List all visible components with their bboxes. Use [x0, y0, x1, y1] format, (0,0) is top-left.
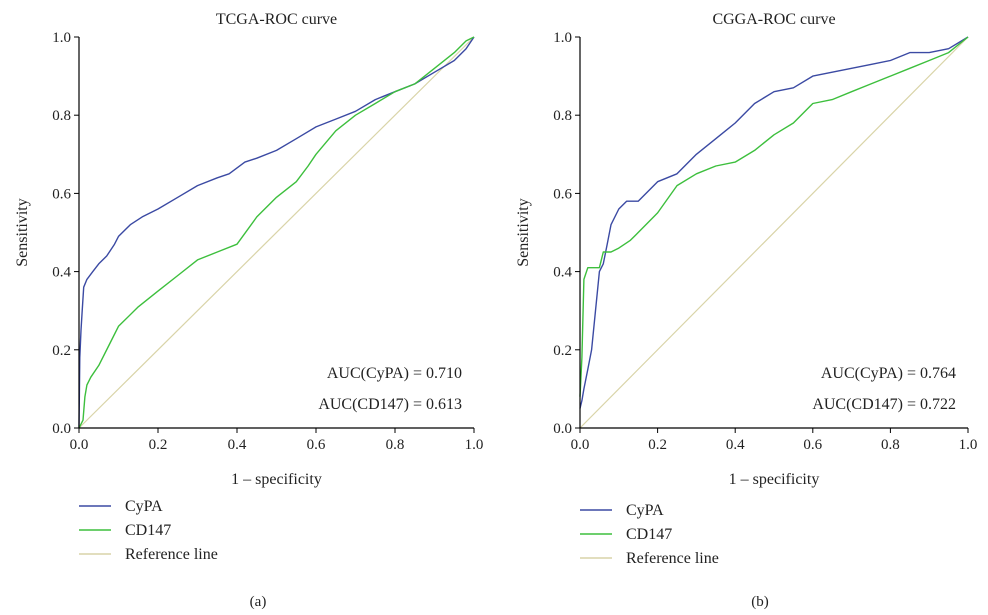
- cd147-roc-line: [579, 36, 969, 397]
- y-tick-label: 1.0: [553, 30, 572, 46]
- reference-line: [78, 36, 475, 429]
- reference-line: [579, 36, 969, 429]
- x-tick-label: 0.6: [307, 437, 326, 453]
- legend-label: CyPA: [626, 502, 664, 519]
- cd147-roc-line: [78, 36, 475, 429]
- x-axis-label: 1 – specificity: [729, 471, 820, 488]
- y-tick-label: 0.6: [553, 186, 572, 202]
- legend-label: CyPA: [125, 498, 163, 515]
- y-axis-label: Sensitivity: [515, 198, 532, 266]
- x-tick-label: 0.4: [228, 437, 247, 453]
- y-tick-label: 0.8: [553, 108, 572, 124]
- legend-label: Reference line: [626, 550, 719, 567]
- panel-label: (b): [751, 594, 769, 610]
- x-tick-label: 0.6: [803, 437, 822, 453]
- x-tick-label: 0.2: [648, 437, 667, 453]
- y-tick-label: 0.4: [553, 265, 572, 281]
- chart-title: TCGA-ROC curve: [216, 11, 337, 28]
- y-tick-label: 0.0: [52, 421, 71, 437]
- x-tick-label: 1.0: [465, 437, 484, 453]
- x-tick-label: 1.0: [959, 437, 978, 453]
- auc-annotation: AUC(CD147) = 0.613: [318, 396, 462, 413]
- y-tick-label: 0.8: [52, 108, 71, 124]
- panel-cgga: CGGA-ROC curve 0.0 0.2 0.4 0.6 0.8 1.0 0.0 0.2 0.…: [515, 11, 977, 610]
- y-axis-label: Sensitivity: [14, 198, 31, 266]
- legend-label: CD147: [125, 522, 171, 539]
- x-tick-label: 0.2: [149, 437, 168, 453]
- legend-label: CD147: [626, 526, 672, 543]
- x-tick-label: 0.8: [881, 437, 900, 453]
- y-tick-label: 0.6: [52, 186, 71, 202]
- cypa-roc-line: [579, 36, 969, 409]
- y-tick-label: 0.2: [52, 343, 71, 359]
- y-tick-label: 0.2: [553, 343, 572, 359]
- panel-label: (a): [250, 594, 267, 610]
- auc-annotation: AUC(CyPA) = 0.710: [327, 365, 462, 382]
- chart-title: CGGA-ROC curve: [712, 11, 835, 28]
- auc-annotation: AUC(CyPA) = 0.764: [821, 365, 956, 382]
- auc-annotation: AUC(CD147) = 0.722: [812, 396, 956, 413]
- x-tick-label: 0.0: [70, 437, 89, 453]
- y-tick-label: 1.0: [52, 30, 71, 46]
- y-tick-label: 0.4: [52, 265, 71, 281]
- legend-label: Reference line: [125, 546, 218, 563]
- x-tick-label: 0.0: [571, 437, 590, 453]
- x-tick-label: 0.4: [726, 437, 745, 453]
- x-axis-label: 1 – specificity: [231, 471, 322, 488]
- x-tick-label: 0.8: [386, 437, 405, 453]
- y-tick-label: 0.0: [553, 421, 572, 437]
- panel-tcga: TCGA-ROC curve 0.0 0.2 0.4 0.6 0.8 1.0 0.0 0.2 0.…: [14, 11, 483, 610]
